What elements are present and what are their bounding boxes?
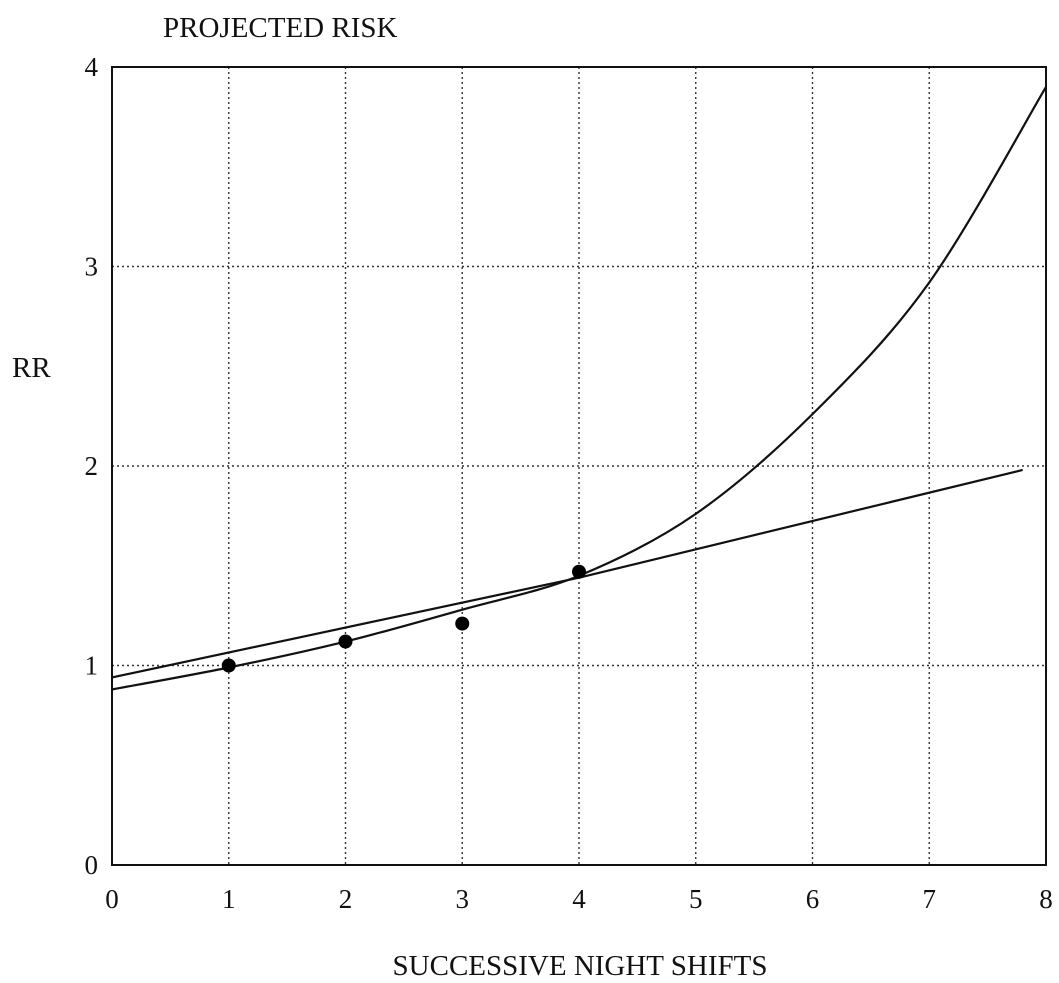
y-tick-label: 1: [85, 651, 99, 681]
tick-labels: 0 1 2 3 4 5 6 7 8 0 1 2 3 4: [85, 52, 1053, 914]
plot-frame: [111, 66, 1047, 866]
grid: [112, 67, 1046, 865]
chart-title: PROJECTED RISK: [163, 12, 398, 44]
x-tick-label: 7: [923, 884, 937, 914]
x-tick-label: 2: [339, 884, 353, 914]
data-point: [221, 658, 236, 673]
y-tick-label: 4: [85, 52, 99, 82]
x-tick-label: 4: [572, 884, 586, 914]
y-tick-label: 0: [85, 850, 99, 880]
x-tick-label: 0: [105, 884, 119, 914]
data-points: [221, 564, 586, 673]
data-point: [572, 564, 586, 579]
x-tick-label: 3: [456, 884, 470, 914]
y-axis-label: RR: [12, 352, 51, 384]
data-point: [455, 616, 470, 631]
x-tick-label: 1: [222, 884, 236, 914]
data-point: [338, 634, 353, 649]
x-tick-label: 6: [806, 884, 820, 914]
x-tick-label: 5: [689, 884, 703, 914]
exponential-fit-curve: [111, 86, 1047, 691]
x-tick-label: 8: [1039, 884, 1053, 914]
y-tick-label: 2: [85, 451, 99, 481]
x-axis-label: SUCCESSIVE NIGHT SHIFTS: [393, 950, 768, 982]
linear-fit-line: [111, 468, 1023, 679]
y-tick-label: 3: [85, 252, 99, 282]
